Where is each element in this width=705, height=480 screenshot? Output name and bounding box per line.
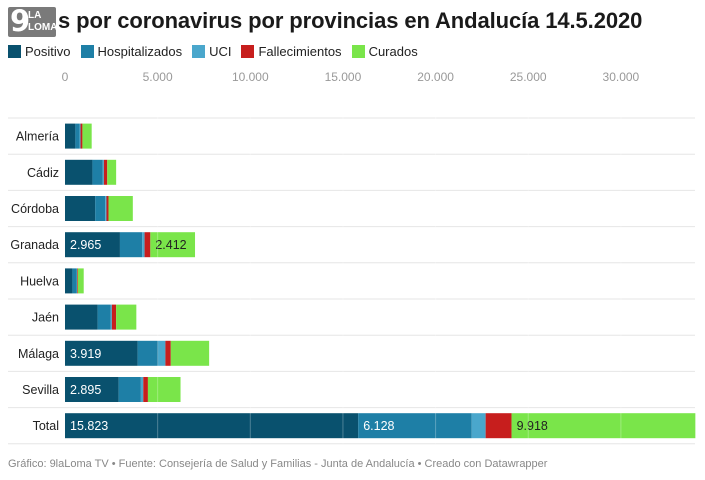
bar-curados-cordoba (108, 196, 133, 221)
bar-uci-almeria (79, 123, 81, 149)
category-label-huelva: Huelva (20, 274, 59, 288)
data-label-positivo-malaga: 3.919 (70, 347, 101, 361)
category-label-jaen: Jaén (32, 311, 59, 325)
category-label-granada: Granada (10, 238, 59, 252)
data-label-curados-total: 9.918 (517, 419, 548, 433)
bar-curados-jaen (116, 304, 137, 330)
bar-fallecimientos-cadiz (103, 159, 108, 185)
bar-fallecimientos-granada (144, 232, 151, 258)
legend-label-positivo: Positivo (25, 43, 71, 59)
bar-fallecimientos-huelva (77, 268, 78, 294)
x-tick-label: 30.000 (603, 70, 640, 84)
data-label-curados-granada: 2.412 (155, 238, 186, 252)
category-label-almeria: Almería (16, 130, 59, 144)
bar-fallecimientos-cordoba (106, 196, 109, 221)
bar-hospitalizados-malaga (137, 340, 158, 366)
legend-swatch-curados (351, 44, 365, 58)
x-tick-label: 20.000 (417, 70, 454, 84)
x-tick-label: 0 (62, 70, 69, 84)
category-label-malaga: Málaga (18, 347, 59, 361)
bar-curados-huelva (77, 268, 84, 294)
bar-fallecimientos-almeria (80, 123, 83, 149)
bar-hospitalizados-sevilla (118, 377, 141, 402)
x-tick-label: 10.000 (232, 70, 269, 84)
bar-positivo-cordoba (65, 196, 96, 221)
chart-title: s por coronavirus por provincias en Anda… (58, 8, 643, 33)
bar-uci-cordoba (105, 196, 107, 221)
bar-positivo-huelva (65, 268, 73, 294)
x-tick-label: 15.000 (325, 70, 362, 84)
bar-hospitalizados-jaen (97, 304, 111, 330)
bar-uci-sevilla (140, 377, 144, 402)
bar-hospitalizados-total (358, 413, 472, 439)
data-label-positivo-granada: 2.965 (70, 238, 101, 252)
bar-curados-almeria (82, 123, 92, 149)
logo-line-2: LOMA (28, 22, 56, 33)
bar-uci-cadiz (102, 159, 104, 185)
bar-positivo-granada (65, 232, 120, 258)
bar-hospitalizados-almeria (75, 123, 80, 149)
legend-item-curados: Curados (351, 43, 418, 59)
legend-item-fallecimientos: Fallecimientos (241, 43, 342, 59)
bar-fallecimientos-total (485, 413, 512, 439)
data-label-positivo-sevilla: 2.895 (70, 383, 101, 397)
data-label-positivo-total: 15.823 (70, 419, 108, 433)
bar-hospitalizados-huelva (72, 268, 77, 294)
category-label-cadiz: Cádiz (27, 166, 59, 180)
legend-item-uci: UCI (192, 44, 231, 59)
legend-swatch-hospitalizados (80, 44, 94, 58)
legend-label-curados: Curados (368, 43, 418, 59)
chart-legend: Positivo Hospitalizados UCI Fallecimient… (8, 42, 428, 60)
legend-swatch-positivo (8, 44, 21, 58)
bar-curados-total (511, 413, 696, 439)
legend-label-hospitalizados: Hospitalizados (97, 43, 183, 59)
x-tick-label: 5.000 (143, 70, 173, 84)
category-label-total: Total (33, 419, 59, 433)
bar-hospitalizados-cadiz (92, 159, 103, 185)
brand-logo: 9 LA LOMA (8, 7, 56, 37)
legend-item-hospitalizados: Hospitalizados (80, 43, 183, 59)
bar-curados-granada (150, 232, 196, 258)
legend-label-uci: UCI (209, 43, 232, 59)
category-label-sevilla: Sevilla (22, 383, 59, 397)
bar-uci-malaga (157, 340, 166, 366)
logo-line-1: LA (28, 10, 42, 21)
bar-curados-sevilla (147, 377, 181, 402)
bar-fallecimientos-jaen (111, 304, 117, 330)
bar-hospitalizados-cordoba (95, 196, 106, 221)
bar-curados-cadiz (107, 159, 117, 185)
legend-swatch-uci (192, 44, 206, 58)
bar-positivo-total (65, 413, 359, 439)
legend-swatch-fallecimientos (241, 44, 255, 58)
bar-uci-granada (142, 232, 145, 258)
bar-uci-huelva (76, 268, 78, 294)
bar-uci-total (471, 413, 486, 439)
category-label-cordoba: Córdoba (11, 202, 59, 216)
bar-positivo-almeria (65, 123, 76, 149)
bar-positivo-malaga (65, 340, 138, 366)
bar-fallecimientos-sevilla (143, 377, 148, 402)
bar-positivo-jaen (65, 304, 98, 330)
logo-number: 9 (10, 7, 31, 37)
bar-positivo-cadiz (65, 159, 93, 185)
bar-uci-jaen (110, 304, 112, 330)
bar-curados-malaga (170, 340, 210, 366)
chart-footer: Gráfico: 9laLoma TV • Fuente: Consejería… (8, 458, 548, 470)
bar-positivo-sevilla (65, 377, 119, 402)
x-tick-label: 25.000 (510, 70, 547, 84)
legend-label-fallecimientos: Fallecimientos (258, 43, 342, 59)
legend-item-positivo: Positivo (8, 44, 71, 59)
bar-hospitalizados-granada (119, 232, 143, 258)
data-label-hospitalizados-total: 6.128 (363, 419, 394, 433)
bar-fallecimientos-malaga (165, 340, 171, 366)
